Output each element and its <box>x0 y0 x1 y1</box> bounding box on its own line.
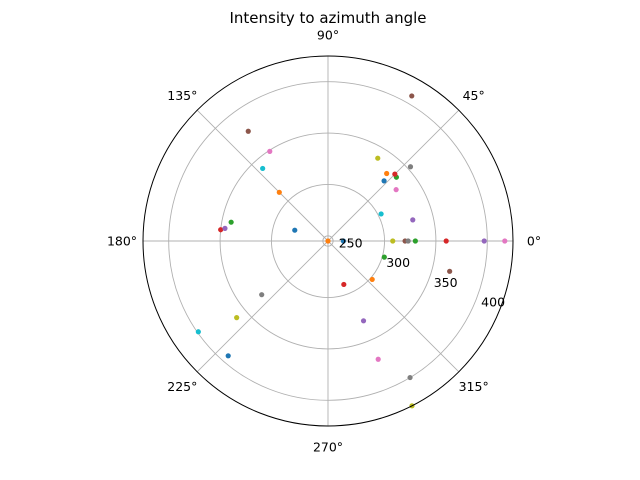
data-point <box>260 165 266 172</box>
polar-frame <box>142 55 514 427</box>
angular-tick-label: 45° <box>463 88 485 103</box>
data-point <box>369 276 375 283</box>
data-point <box>222 225 228 231</box>
data-point <box>384 170 390 177</box>
angular-gridline <box>196 109 329 242</box>
data-point <box>443 238 449 244</box>
data-point <box>276 189 282 195</box>
data-point <box>378 211 384 217</box>
data-point <box>259 292 265 298</box>
radial-tick-label: 250 <box>339 235 363 250</box>
data-point <box>225 353 231 359</box>
angular-tick-label: 270° <box>313 440 343 455</box>
angular-tick-label: 315° <box>459 379 489 394</box>
angular-gridline <box>196 240 329 373</box>
data-point <box>195 329 201 335</box>
data-point <box>292 227 298 233</box>
angular-tick-label: 135° <box>167 88 197 103</box>
data-point <box>234 315 240 321</box>
data-point <box>375 155 381 161</box>
angular-gridline <box>327 240 460 373</box>
radial-tick-label: 400 <box>481 294 505 309</box>
data-point <box>392 171 398 177</box>
radial-tick-label: 350 <box>434 275 458 290</box>
data-point <box>409 93 415 99</box>
data-point <box>381 178 387 184</box>
data-point <box>325 238 331 244</box>
radial-gridline <box>168 81 488 401</box>
radial-tick-label: 300 <box>386 255 410 270</box>
data-point <box>228 219 234 225</box>
radial-gridline <box>322 235 334 247</box>
data-point <box>407 164 414 170</box>
angular-tick-label: 90° <box>317 28 339 43</box>
data-point <box>410 217 416 223</box>
data-point <box>375 356 381 362</box>
radial-gridline <box>271 184 385 298</box>
data-point <box>393 187 399 193</box>
scatter-points <box>195 93 508 409</box>
data-point <box>360 318 367 324</box>
data-point <box>412 238 418 244</box>
data-point <box>340 238 347 244</box>
chart-title: Intensity to azimuth angle <box>229 9 426 27</box>
data-point <box>381 254 387 260</box>
data-point <box>245 128 251 134</box>
polar-grid <box>143 56 513 426</box>
angular-tick-label: 0° <box>527 234 541 249</box>
angular-tick-label: 180° <box>107 234 137 249</box>
data-point <box>390 238 396 244</box>
angular-tick-labels: 0° 45° 90° 135° 180° 225° 270° 315° <box>107 28 541 455</box>
radial-gridline <box>219 132 437 350</box>
data-point <box>407 374 413 381</box>
radial-tick-labels: 250 300 350 400 <box>339 235 505 309</box>
data-point <box>218 227 224 233</box>
data-point <box>502 238 508 244</box>
data-point <box>341 281 347 288</box>
angular-tick-label: 225° <box>167 379 197 394</box>
data-point <box>405 238 411 244</box>
data-point <box>481 238 487 244</box>
data-point <box>267 148 273 154</box>
data-point <box>447 268 453 274</box>
